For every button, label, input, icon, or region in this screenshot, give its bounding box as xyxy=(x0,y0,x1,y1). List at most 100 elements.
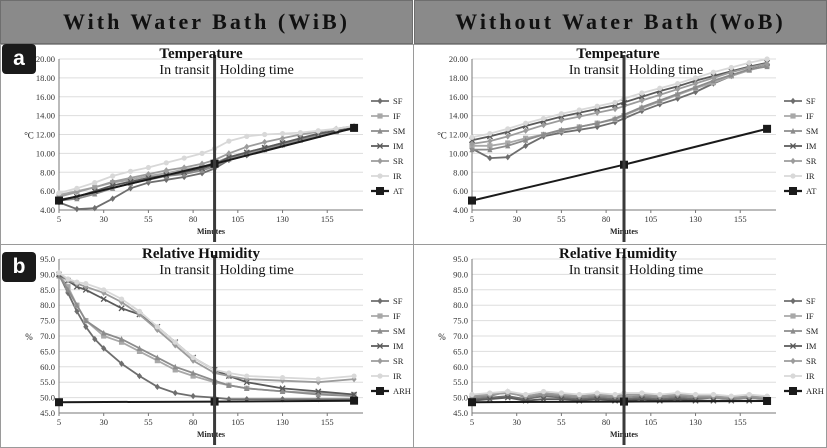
data-point xyxy=(350,396,359,405)
y-tick-label: 65.0 xyxy=(40,346,55,356)
series-line-sm xyxy=(472,65,768,151)
data-point xyxy=(540,388,547,395)
series-line-ir xyxy=(471,58,768,139)
legend-swatch-marker xyxy=(376,387,384,395)
legend-item-sr: SR xyxy=(371,156,404,166)
y-tick-label: 6.00 xyxy=(40,186,55,196)
data-point xyxy=(505,126,511,132)
x-tick-label: 105 xyxy=(231,417,244,427)
data-point xyxy=(657,85,663,91)
series-line-sm xyxy=(471,390,768,401)
annotation-holding-time: Holding time xyxy=(220,263,294,278)
legend-label: IF xyxy=(806,311,814,321)
legend-swatch-marker xyxy=(377,97,383,105)
data-point xyxy=(746,391,752,398)
data-point xyxy=(74,279,80,285)
legend-label: AT xyxy=(806,186,817,196)
data-point xyxy=(558,390,565,396)
y-tick-label: 18.00 xyxy=(449,73,468,83)
data-point xyxy=(65,276,71,282)
y-axis-label: °C xyxy=(24,131,34,141)
data-point xyxy=(469,146,475,153)
y-tick-label: 50.0 xyxy=(453,393,468,403)
annotation-holding-time: Holding time xyxy=(629,263,703,278)
annotation-in-transit: In transit xyxy=(569,63,619,78)
data-point xyxy=(764,56,770,62)
legend-swatch-marker xyxy=(789,142,797,150)
data-point xyxy=(523,391,529,398)
data-point xyxy=(675,390,681,396)
data-point xyxy=(746,60,752,66)
data-point xyxy=(163,160,169,166)
x-tick-label: 55 xyxy=(557,417,566,427)
data-point xyxy=(351,373,357,379)
legend-swatch-marker xyxy=(789,187,797,195)
y-tick-label: 16.00 xyxy=(449,92,468,102)
y-tick-label: 60.0 xyxy=(40,362,55,372)
legend-swatch-marker xyxy=(790,373,796,379)
annotation-in-transit: In transit xyxy=(159,63,209,78)
data-point xyxy=(333,126,339,132)
data-point xyxy=(127,168,134,174)
data-point xyxy=(110,195,116,202)
legend-label: SF xyxy=(393,296,403,306)
data-point xyxy=(540,396,547,403)
data-point xyxy=(487,130,493,137)
data-point xyxy=(350,123,359,132)
legend-label: SM xyxy=(806,126,819,136)
data-point xyxy=(83,323,89,330)
data-point xyxy=(315,391,321,398)
data-point xyxy=(675,80,681,87)
data-point xyxy=(110,173,116,179)
y-tick-label: 55.0 xyxy=(453,377,468,387)
legend-label: ARH xyxy=(806,386,824,396)
series-line-sm xyxy=(58,275,355,397)
series-ir xyxy=(469,388,770,399)
legend-label: IM xyxy=(393,341,404,351)
data-point xyxy=(558,111,565,117)
legend-item-if: IF xyxy=(371,111,401,121)
y-tick-label: 45.0 xyxy=(40,408,55,418)
data-point xyxy=(487,143,493,149)
data-point xyxy=(540,121,547,129)
data-point xyxy=(540,115,547,122)
x-tick-label: 5 xyxy=(57,417,61,427)
y-tick-label: 8.00 xyxy=(40,167,55,177)
x-tick-label: 105 xyxy=(644,417,657,427)
data-point xyxy=(92,204,98,212)
data-point xyxy=(675,95,681,102)
legend-label: IM xyxy=(806,141,817,151)
y-tick-label: 85.0 xyxy=(40,285,55,295)
data-point xyxy=(172,339,178,345)
data-point xyxy=(118,298,125,306)
data-point xyxy=(505,388,511,395)
data-point xyxy=(83,283,89,290)
legend-item-sm: SM xyxy=(371,126,406,136)
legend-item-im: IM xyxy=(371,141,404,151)
header-without-water-bath: Without Water Bath (WoB) xyxy=(414,0,827,44)
y-tick-label: 50.0 xyxy=(40,393,55,403)
data-point xyxy=(181,171,187,177)
y-tick-label: 90.0 xyxy=(453,269,468,279)
x-tick-label: 155 xyxy=(321,417,334,427)
y-tick-label: 14.00 xyxy=(449,111,468,121)
panel-humidity-wib: 45.0 50.0 55.0 60.0 65.0 70.0 75.0 80.0 85.0 90.0… xyxy=(0,244,414,448)
data-point xyxy=(279,135,286,142)
data-point xyxy=(504,394,511,401)
legend-swatch-marker xyxy=(377,327,383,334)
y-tick-label: 60.0 xyxy=(453,362,468,372)
data-point xyxy=(127,185,134,192)
data-point xyxy=(101,329,107,336)
data-point xyxy=(172,363,178,370)
chart-title: Temperature xyxy=(576,46,660,62)
data-point xyxy=(127,174,134,182)
x-tick-label: 55 xyxy=(557,214,566,224)
data-point xyxy=(101,345,107,352)
data-point xyxy=(728,69,734,76)
legend: SF IF SM IM SR IR AT xyxy=(371,96,406,196)
legend-swatch-marker xyxy=(790,313,796,319)
panel-temperature-wob: 4.00 6.00 8.00 10.00 12.00 14.00 16.00 18.00 20.… xyxy=(413,44,827,245)
data-point xyxy=(118,335,125,342)
legend-item-sr: SR xyxy=(371,356,404,366)
data-point xyxy=(181,155,187,161)
